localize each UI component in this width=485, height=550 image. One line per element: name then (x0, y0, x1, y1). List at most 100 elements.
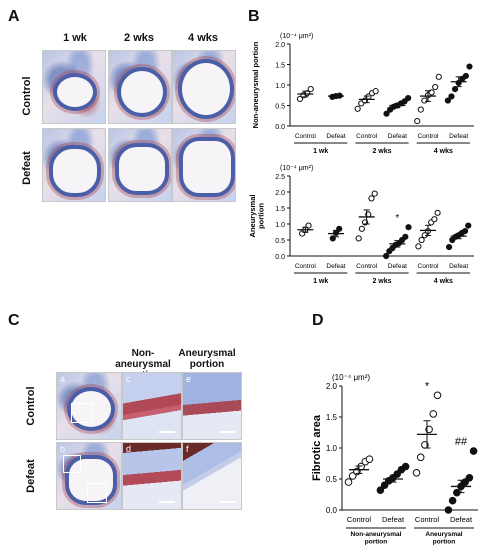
y-tick-label: 2.0 (275, 42, 285, 49)
period-label-line: portion (433, 538, 455, 545)
data-point (435, 73, 442, 80)
data-point (462, 72, 469, 80)
panel-c-header-aneurysmal: Aneurysmal portion (178, 348, 236, 370)
data-point (445, 243, 453, 251)
panel-b-label: B (248, 8, 260, 25)
y-axis-label: Fibrotic area (311, 414, 323, 481)
data-point (421, 97, 428, 104)
period-label-line: Aneurysmal (425, 531, 462, 538)
data-point (307, 86, 314, 93)
x-category-label: Control (347, 515, 372, 524)
data-point (372, 88, 379, 95)
panel-a-row-defeat: Defeat (21, 151, 33, 185)
y-tick-label: 0.5 (275, 238, 285, 245)
data-point (354, 105, 361, 112)
micrograph-c-d: d (122, 442, 182, 510)
micrograph-defeat-4wks (172, 128, 236, 202)
subpanel-label-a: a (60, 374, 66, 384)
y-tick-label: 0.5 (326, 475, 338, 484)
x-category-label: Control (415, 515, 440, 524)
scale-bar (219, 431, 235, 433)
y-axis-label: Aneurysmalportion (248, 195, 265, 238)
data-point (417, 106, 424, 113)
y-tick-label: 0.0 (275, 254, 285, 261)
data-point (405, 95, 412, 102)
x-category-label: Control (356, 133, 378, 140)
y-tick-label: 0.0 (275, 124, 285, 131)
y-tick-label: 1.0 (275, 83, 285, 90)
scale-bar (159, 431, 175, 433)
x-category-label: Defeat (449, 263, 468, 270)
micrograph-c-e: e (182, 372, 242, 440)
period-label: 2 wks (372, 148, 391, 155)
data-point (448, 496, 457, 505)
y-tick-label: 1.5 (326, 413, 338, 422)
data-point (448, 93, 455, 100)
unit-label: (10⁻⁴ μm²) (280, 165, 313, 172)
x-category-label: Control (356, 263, 378, 270)
data-point (429, 410, 438, 418)
y-axis-label: Non-aneurysmal portion (251, 41, 260, 128)
data-point (405, 224, 412, 231)
data-point (465, 222, 472, 229)
x-category-label: Defeat (388, 133, 407, 140)
panel-a-row-control: Control (21, 76, 33, 116)
data-point (431, 216, 438, 223)
subpanel-label-c: c (126, 374, 131, 384)
y-axis-label-line: Aneurysmal (248, 195, 257, 238)
significance-marker: * (395, 213, 399, 224)
data-point (415, 243, 422, 250)
significance-marker: * (425, 380, 430, 392)
panel-c-row-control: Control (25, 386, 37, 426)
data-point (466, 63, 473, 70)
data-point (365, 455, 374, 463)
data-point (376, 486, 385, 494)
y-tick-label: 1.0 (275, 222, 285, 229)
data-point (434, 209, 441, 216)
subpanel-label-f: f (186, 444, 189, 454)
significance-marker: ## (455, 436, 468, 448)
x-category-label: Defeat (450, 515, 473, 524)
y-axis-label-line: portion (256, 203, 265, 229)
y-tick-label: 1.5 (275, 206, 285, 213)
inset-marker (71, 403, 93, 423)
data-point (401, 462, 410, 471)
inset-marker (63, 455, 81, 473)
panel-c-label: C (8, 312, 20, 329)
x-category-label: Defeat (326, 263, 345, 270)
period-label: 2 wks (372, 278, 391, 285)
inset-marker (87, 483, 107, 503)
data-point (444, 97, 451, 104)
data-point (355, 235, 362, 242)
panel-a-label: A (8, 8, 20, 25)
subpanel-label-e: e (186, 374, 192, 384)
data-point (414, 117, 421, 125)
data-point (418, 236, 425, 244)
panel-d-label: D (312, 312, 324, 329)
x-category-label: Defeat (449, 133, 468, 140)
micrograph-control-4wks (172, 50, 236, 124)
data-point (296, 95, 304, 103)
micrograph-c-f: f (182, 442, 242, 510)
chart-b-bottom: (10⁻⁴ μm²) 0.0 0.5 1.0 1.5 2.0 2.5 Aneurysmalpo… (248, 165, 474, 285)
data-point (461, 227, 469, 235)
period-label: Aneurysmal portion (425, 531, 462, 545)
panel-c-row-defeat: Defeat (25, 459, 37, 493)
data-point (383, 252, 390, 260)
period-label: 1 wk (313, 278, 328, 285)
x-category-label: Control (295, 133, 317, 140)
data-point (444, 506, 453, 514)
x-category-label: Control (418, 263, 440, 270)
x-category-label: Control (295, 263, 317, 270)
y-tick-label: 2.5 (275, 174, 285, 181)
chart-b-top: (10⁻⁴ μm²) 0.0 0.5 1.0 1.5 2.0 Non-aneurysmal … (251, 33, 474, 155)
period-label-line: Non-aneurysmal (351, 531, 402, 538)
data-point (433, 391, 442, 400)
subpanel-label-d: d (126, 444, 132, 454)
data-point (402, 233, 409, 240)
y-tick-label: 0.5 (275, 104, 285, 111)
data-point (416, 453, 425, 462)
panel-a-col-4wks: 4 wks (188, 32, 218, 44)
scale-bar (219, 501, 235, 503)
panel-a-col-1wk: 1 wk (63, 32, 87, 44)
